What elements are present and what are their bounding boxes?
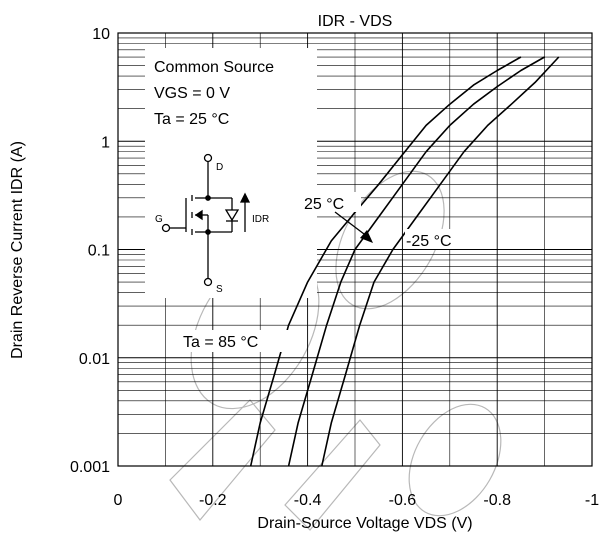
annotation-25c-arrow-line [334,211,369,238]
conditions-box [145,48,317,298]
plot-frame [117,32,593,467]
annotation-85c: Ta = 85 °C [183,334,258,351]
gate-label: G [155,214,163,225]
condition-line-1: Common Source [154,59,274,76]
y-tick-label: 0.1 [88,243,110,260]
annotation-minus25c: -25 °C [406,233,452,250]
x-tick-label: -0.8 [483,492,511,509]
annotation-25c: 25 °C [304,196,344,213]
condition-line-3: Ta = 25 °C [154,111,229,128]
annotation-25c-arrowhead [360,230,373,243]
current-label: IDR [252,214,269,225]
annotation-m25-bg [405,229,475,249]
condition-line-2: VGS = 0 V [154,85,230,102]
grid [118,33,592,467]
drain-label: D [216,162,223,173]
y-tick-label: 1 [101,134,110,151]
series-line-0 [249,56,522,467]
mosfet-circuit-icon [161,153,251,287]
x-tick-label: -0.6 [389,492,417,509]
series-line-1 [287,56,545,467]
annotation-25-bg [303,192,361,212]
x-tick-label: -0.2 [199,492,227,509]
source-label: S [216,284,223,295]
x-tick-label: -0.4 [294,492,322,509]
x-tick-label: -1 [585,492,599,509]
y-tick-labels: 10 1 0.1 0.01 0.001 [70,26,110,476]
y-tick-label: 0.001 [70,459,110,476]
annotation-85-bg [180,330,288,352]
series-line-2 [321,56,560,467]
x-tick-labels: 0 -0.2 -0.4 -0.6 -0.8 -1 [114,492,600,509]
x-tick-label: 0 [114,492,123,509]
y-tick-label: 0.01 [79,351,110,368]
chart-title: IDR - VDS [318,13,393,30]
y-axis-label: Drain Reverse Current IDR (A) [9,141,26,359]
x-axis-label: Drain-Source Voltage VDS (V) [257,515,472,532]
series-group [249,56,560,467]
y-tick-label: 10 [92,26,110,43]
